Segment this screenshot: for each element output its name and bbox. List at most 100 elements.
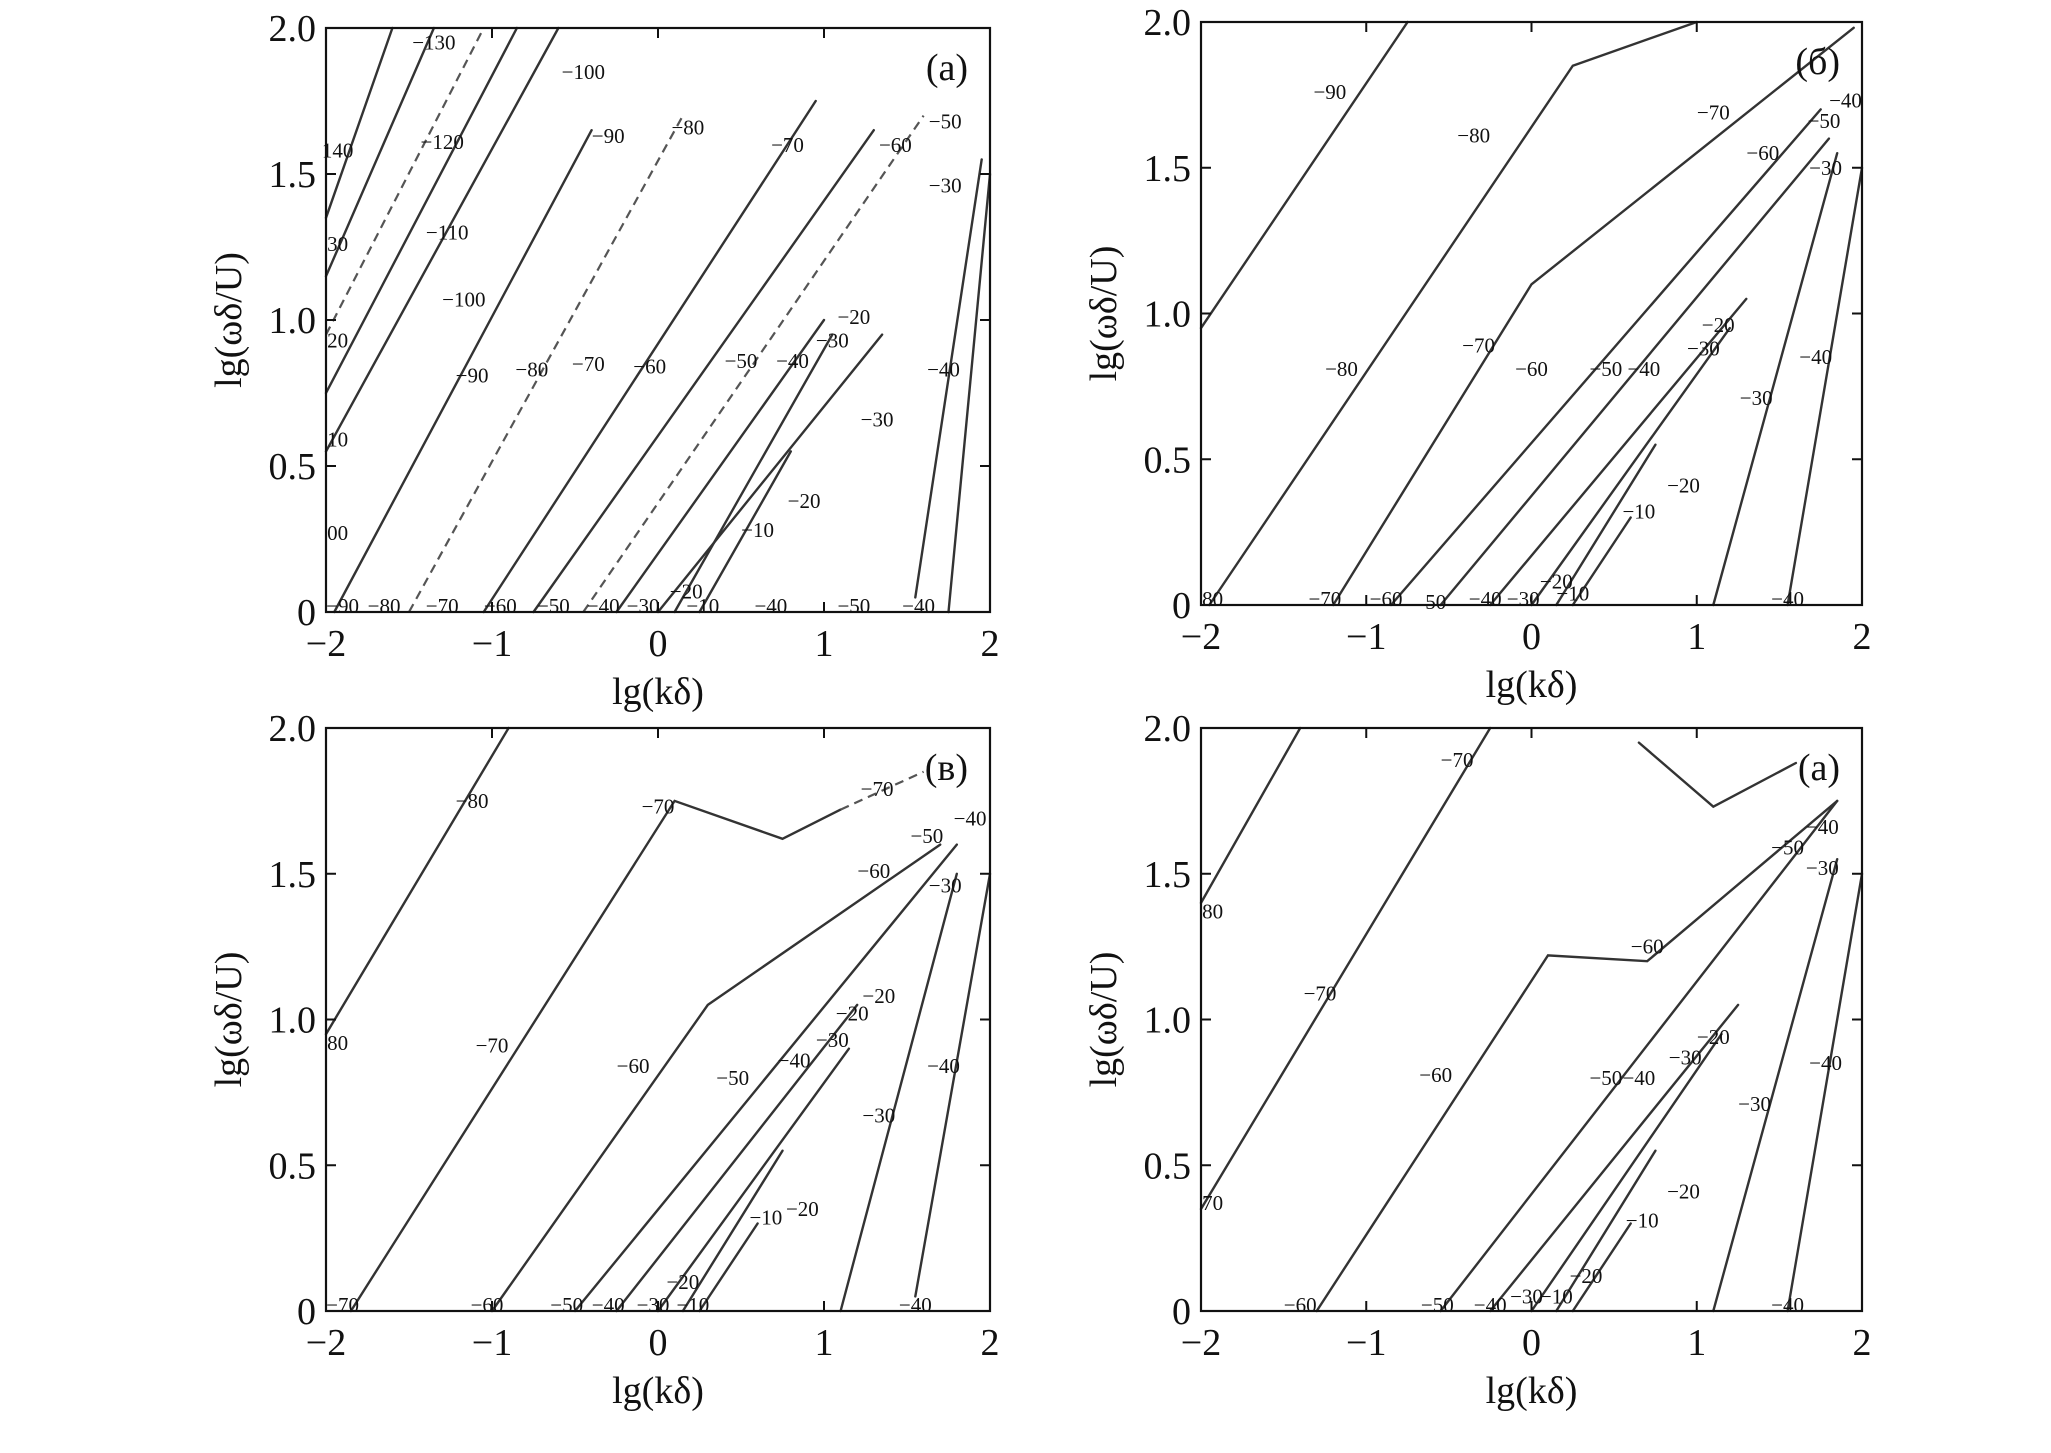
contour-line xyxy=(490,843,942,1313)
contour-line xyxy=(656,1047,851,1313)
contour-level-label: −70 xyxy=(771,133,804,157)
contour-line xyxy=(840,770,925,811)
x-tick-label: −2 xyxy=(306,623,346,665)
contour-line xyxy=(1199,726,1302,905)
y-tick-label: 1.0 xyxy=(269,300,317,342)
panel-tag: (a) xyxy=(1798,747,1840,789)
contour-line xyxy=(1199,20,1409,330)
contour-level-label: −40 xyxy=(778,1048,811,1072)
contour-line xyxy=(324,26,394,220)
contour-level-label: −50 xyxy=(910,824,943,848)
contour-level-label: −80 xyxy=(1457,124,1490,148)
contour-level-label: −20 xyxy=(1697,1025,1730,1049)
y-tick-label: 1.0 xyxy=(269,1000,317,1042)
contour-line xyxy=(1571,516,1632,607)
contour-line xyxy=(324,26,436,278)
contour-level-label: −20 xyxy=(788,489,821,513)
contour-level-label: −70 xyxy=(1441,748,1474,772)
contour-level-label: −60 xyxy=(484,594,517,618)
panel-tag: (a) xyxy=(926,47,968,89)
plot-frame xyxy=(324,26,992,614)
contour-level-label: −70 xyxy=(861,777,894,801)
x-tick-label: 2 xyxy=(981,1322,1000,1364)
contour-level-label: −70 xyxy=(1304,981,1337,1005)
contour-level-label: 00 xyxy=(327,521,348,545)
contour-level-label: −60 xyxy=(633,355,666,379)
contour-level-label: −10 xyxy=(676,1293,709,1317)
contour-level-label: −90 xyxy=(592,124,625,148)
contour-level-label: 80 xyxy=(327,1031,348,1055)
contour-level-label: −40 xyxy=(592,1293,625,1317)
contour-level-label: −60 xyxy=(1419,1063,1452,1087)
contour-line xyxy=(1555,1149,1657,1313)
contour-line xyxy=(573,843,958,1313)
contour-level-label: −30 xyxy=(816,328,849,352)
contour-level-label: −60 xyxy=(857,859,890,883)
contour-level-label: −40 xyxy=(1771,587,1804,611)
x-tick-label: 1 xyxy=(815,1322,834,1364)
contour-level-label: −80 xyxy=(515,358,548,382)
contour-line xyxy=(1530,1032,1723,1313)
contour-level-label: −30 xyxy=(861,407,894,431)
y-tick-label: 0.5 xyxy=(269,446,317,488)
contour-line xyxy=(1439,799,1839,1313)
x-tick-label: −2 xyxy=(306,1322,346,1364)
contour-level-label: −70 xyxy=(426,594,459,618)
y-tick-label: 0 xyxy=(1172,585,1191,627)
y-tick-label: 0 xyxy=(1172,1291,1191,1333)
contour-line xyxy=(532,128,875,614)
contour-level-label: −70 xyxy=(1308,587,1341,611)
contour-level-label: −60 xyxy=(879,133,912,157)
contour-level-label: −90 xyxy=(1313,80,1346,104)
contour-level-label: −40 xyxy=(1771,1293,1804,1317)
contour-line xyxy=(324,726,510,1036)
contour-level-label: −30 xyxy=(1669,1045,1702,1069)
contour-level-label: −30 xyxy=(929,873,962,897)
contour-line xyxy=(1530,326,1732,607)
panel-tag: (б) xyxy=(1795,41,1840,83)
contour-level-label: −40 xyxy=(1627,357,1660,381)
contour-level-label: −50 xyxy=(837,594,870,618)
x-tick-label: −2 xyxy=(1181,616,1221,658)
y-tick-label: 0 xyxy=(297,1291,316,1333)
contour-level-label: −40 xyxy=(927,358,960,382)
y-axis-title: lg(ωδ/U) xyxy=(1083,952,1125,1088)
contour-level-label: −50 xyxy=(929,109,962,133)
contour-level-label: −50 xyxy=(537,594,570,618)
contour-level-label: −50 xyxy=(1771,836,1804,860)
contour-line xyxy=(656,333,884,614)
contour-level-label: −50 xyxy=(725,349,758,373)
contour-level-label: −30 xyxy=(1809,156,1842,180)
contour-line xyxy=(1637,741,1798,809)
contour-level-label: −50 xyxy=(1589,357,1622,381)
plot-frame xyxy=(1199,726,1864,1313)
contour-level-label: −40 xyxy=(927,1054,960,1078)
contour-level-label: −20 xyxy=(1702,313,1735,337)
contour-line xyxy=(482,99,817,614)
contour-line xyxy=(333,128,593,614)
contour-level-label: −90 xyxy=(326,594,359,618)
y-tick-label: 1.5 xyxy=(269,854,317,896)
y-tick-label: 1.0 xyxy=(1144,1000,1192,1042)
contour-level-label: −10 xyxy=(749,1206,782,1230)
contour-level-label: 30 xyxy=(327,232,348,256)
contour-level-label: −40 xyxy=(1474,1293,1507,1317)
contour-level-label: −110 xyxy=(426,220,469,244)
contour-level-label: −80 xyxy=(1325,357,1358,381)
contour-level-label: −20 xyxy=(1540,570,1573,594)
contour-level-label: −30 xyxy=(1740,386,1773,410)
contour-line xyxy=(1199,726,1492,1211)
contour-level-label: −40 xyxy=(1622,1066,1655,1090)
contour-level-label: −30 xyxy=(627,594,660,618)
contour-level-label: −20 xyxy=(862,984,895,1008)
contour-line xyxy=(582,114,925,613)
contour-line xyxy=(408,115,684,613)
contour-line xyxy=(1712,858,1839,1313)
contour-level-label: −20 xyxy=(786,1197,819,1221)
contour-level-label: −130 xyxy=(412,31,455,55)
contour-line xyxy=(1488,1003,1740,1313)
y-axis-title: lg(ωδ/U) xyxy=(208,252,250,388)
contour-level-label: −50 xyxy=(550,1293,583,1317)
y-tick-label: 0.5 xyxy=(269,1145,317,1187)
